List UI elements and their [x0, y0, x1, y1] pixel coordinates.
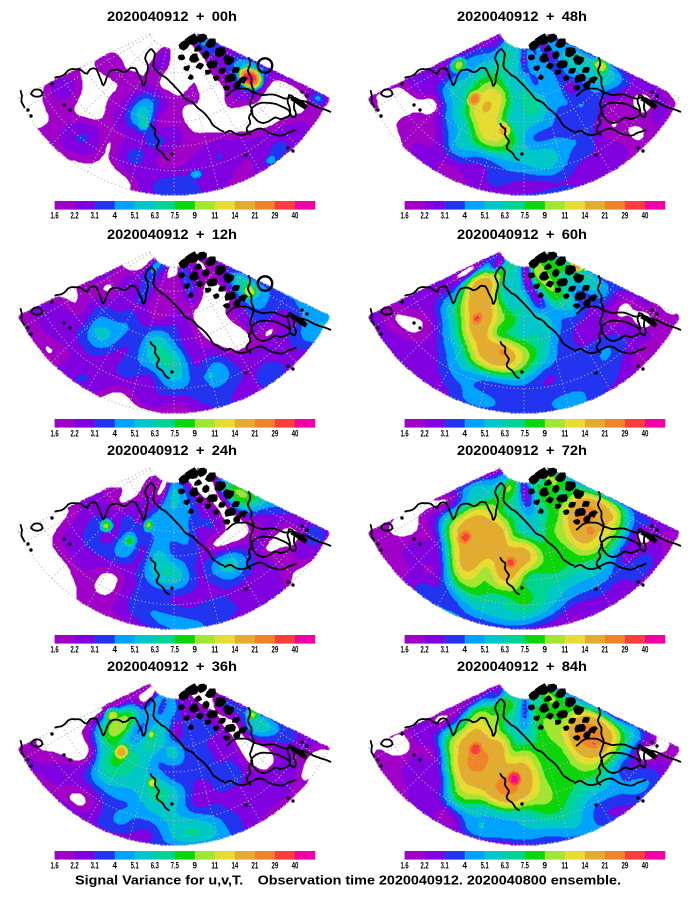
svg-text:2020040912 + 36h: 2020040912 + 36h: [107, 658, 237, 674]
svg-text:2020040912 + 12h: 2020040912 + 12h: [107, 226, 237, 242]
svg-text:2020040912 + 48h: 2020040912 + 48h: [457, 8, 587, 24]
svg-text:2020040912 + 84h: 2020040912 + 84h: [457, 658, 587, 674]
svg-text:Signal Variance for u,v,T. Obs: Signal Variance for u,v,T. Observation t…: [75, 874, 621, 888]
svg-text:2020040912 + 00h: 2020040912 + 00h: [107, 8, 237, 24]
svg-text:2020040912 + 60h: 2020040912 + 60h: [457, 226, 587, 242]
svg-text:2020040912 + 72h: 2020040912 + 72h: [457, 442, 587, 458]
svg-text:2020040912 + 24h: 2020040912 + 24h: [107, 442, 237, 458]
